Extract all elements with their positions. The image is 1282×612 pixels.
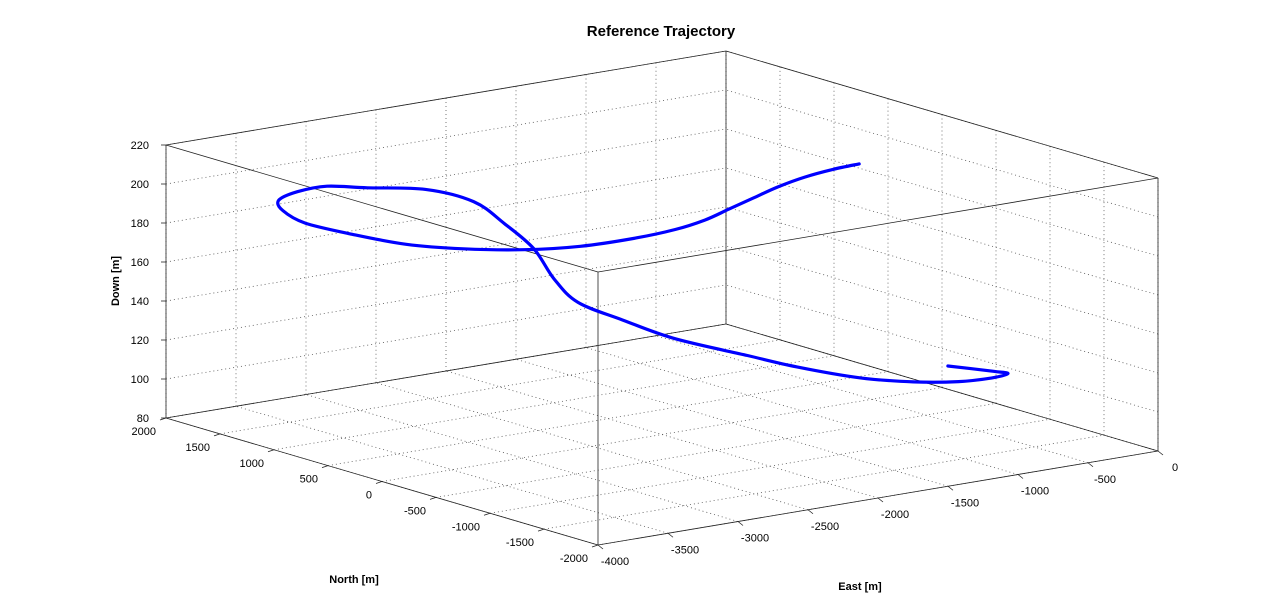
z-axis-label: Down [m]: [110, 256, 122, 306]
y-tick-label: 2000: [132, 426, 156, 438]
z-tick-label: 100: [131, 374, 149, 386]
x-tick-mark: [737, 521, 744, 526]
axes-box-edge: [725, 50, 1159, 179]
y-tick-label: -1000: [452, 521, 480, 533]
x-tick-label: -1500: [951, 497, 979, 509]
y-tick-mark: [267, 449, 275, 453]
x-tick-mark: [1157, 450, 1164, 456]
x-tick-label: -1000: [1021, 486, 1049, 498]
x-tick-label: 0: [1172, 462, 1178, 474]
z-tick-label: 220: [131, 140, 149, 152]
axes-box-edge: [165, 323, 727, 419]
y-tick-label: 1500: [186, 442, 210, 454]
trajectory-line: [276, 162, 1010, 384]
axes-box-edge: [165, 50, 727, 146]
y-tick-label: 500: [300, 474, 318, 486]
x-tick-mark: [877, 497, 884, 503]
y-tick-mark: [321, 465, 329, 469]
y-axis-label: North [m]: [329, 574, 379, 586]
y-tick-mark: [537, 528, 545, 532]
y-tick-mark: [483, 512, 491, 516]
x-axis-label: East [m]: [838, 581, 882, 593]
tick-labels: -4000 -3500 -3000 -2500 -2000 -1500 -1000 -500 0…: [131, 140, 1178, 568]
x-tick-label: -2500: [811, 521, 839, 533]
x-tick-mark: [597, 544, 604, 550]
trajectory-layer: [276, 162, 1010, 384]
x-tick-mark: [807, 509, 814, 515]
y-tick-label: -1500: [506, 537, 534, 549]
y-tick-mark: [591, 544, 599, 548]
x-tick-mark: [1017, 474, 1024, 479]
z-tick-label: 120: [131, 335, 149, 347]
x-tick-label: -4000: [601, 556, 629, 568]
y-tick-label: -2000: [560, 553, 588, 565]
y-tick-label: -500: [404, 505, 426, 517]
x-tick-mark: [947, 485, 954, 491]
x-tick-mark: [667, 532, 674, 538]
z-tick-label: 160: [131, 257, 149, 269]
x-tick-label: -3500: [671, 544, 699, 556]
x-tick-label: -2000: [881, 509, 909, 521]
y-tick-mark: [375, 481, 383, 484]
z-tick-label: 80: [137, 413, 149, 425]
y-tick-mark: [429, 496, 437, 500]
y-tick-label: 0: [366, 490, 372, 502]
z-tick-label: 180: [131, 218, 149, 230]
x-tick-mark: [1087, 462, 1094, 468]
z-tick-label: 200: [131, 179, 149, 191]
chart-title: Reference Trajectory: [587, 23, 736, 40]
z-tick-label: 140: [131, 296, 149, 308]
x-tick-label: -3000: [741, 533, 769, 545]
axes-box: [159, 50, 1164, 550]
y-tick-mark: [213, 433, 221, 437]
axes-box-edge: [597, 177, 1159, 273]
axes-box-edge: [725, 323, 1159, 452]
x-tick-label: -500: [1094, 474, 1116, 486]
y-tick-label: 1000: [240, 458, 264, 470]
